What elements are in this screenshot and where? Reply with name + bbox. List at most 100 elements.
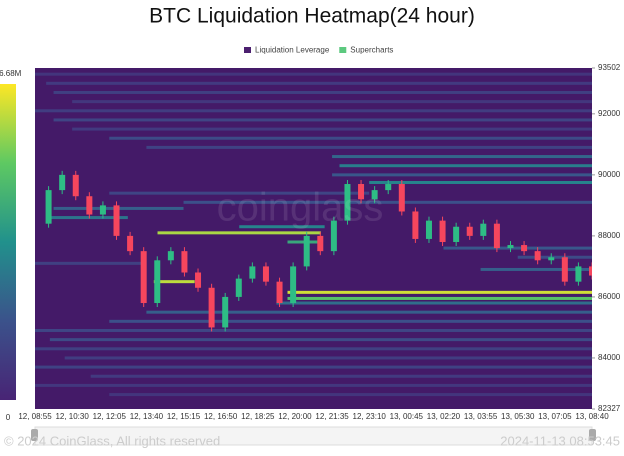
liquidation-band: [146, 145, 592, 149]
candle: [575, 266, 582, 282]
candle: [453, 226, 460, 242]
x-tick-label: 12, 20:00: [278, 412, 312, 421]
y-tick-label: 90000: [598, 170, 621, 179]
x-tick-label: 12, 12:05: [93, 412, 127, 421]
candle: [262, 266, 269, 282]
candle: [385, 184, 392, 191]
x-tick-label: 12, 15:15: [167, 412, 201, 421]
candle: [140, 251, 147, 304]
liquidation-band: [276, 301, 592, 305]
liquidation-band: [46, 216, 128, 220]
liquidation-band: [53, 90, 592, 94]
colorbar-label: 66.68M: [0, 69, 22, 78]
x-tick-label: 13, 02:20: [427, 412, 461, 421]
colorbar-label: 0: [6, 413, 11, 422]
liquidation-band: [239, 225, 325, 229]
x-tick-label: 13, 05:30: [501, 412, 535, 421]
liquidation-band: [443, 246, 592, 250]
candle: [222, 296, 229, 328]
x-tick-label: 13, 07:05: [538, 412, 572, 421]
y-tick-label: 92000: [598, 109, 621, 118]
legend-swatch: [339, 47, 347, 53]
candle: [344, 184, 351, 221]
candle: [439, 220, 446, 242]
liquidation-band: [109, 393, 592, 397]
liquidation-band: [183, 200, 592, 204]
liquidation-band: [517, 255, 592, 259]
candle: [303, 235, 310, 267]
candle: [235, 278, 242, 297]
liquidation-band: [49, 338, 592, 342]
legend-label: Supercharts: [350, 46, 393, 55]
y-tick-label: 84000: [598, 353, 621, 362]
liquidation-band: [64, 356, 592, 360]
liquidation-band: [90, 374, 592, 378]
liquidation-band: [35, 347, 592, 351]
candle: [412, 211, 419, 239]
slider-handle[interactable]: [31, 429, 38, 441]
liquidation-band: [369, 180, 592, 184]
liquidation-band: [287, 290, 592, 294]
candle: [249, 266, 256, 279]
liquidation-band: [72, 127, 592, 131]
liquidation-band: [109, 191, 370, 195]
liquidation-band: [153, 280, 195, 284]
liquidation-band: [157, 231, 321, 235]
candle: [195, 272, 202, 288]
x-tick-label: 12, 16:50: [204, 412, 238, 421]
candle: [330, 220, 337, 252]
chart-title: BTC Liquidation Heatmap(24 hour): [149, 5, 475, 28]
candle: [276, 281, 283, 304]
footer-copyright: © 2024 CoinGlass, All rights reserved: [4, 433, 220, 448]
y-tick-label: 88000: [598, 231, 621, 240]
candle: [208, 287, 215, 328]
y-tick-label: 93502: [598, 63, 621, 72]
liquidation-band: [35, 365, 592, 369]
liquidation-band: [35, 109, 592, 113]
footer-timestamp: 2024-11-13 08:53:45: [500, 433, 620, 448]
x-tick-label: 13, 08:40: [575, 412, 609, 421]
x-tick-label: 12, 23:10: [353, 412, 387, 421]
y-tick-label: 82327: [598, 404, 621, 413]
y-tick-label: 86000: [598, 292, 621, 301]
liquidation-band: [146, 310, 592, 314]
candle: [127, 235, 134, 252]
x-tick-label: 13, 00:45: [390, 412, 424, 421]
legend-swatch: [244, 47, 251, 53]
candle: [371, 190, 378, 200]
liquidation-band: [53, 118, 592, 122]
liquidation-band: [332, 173, 592, 177]
candle: [154, 260, 161, 304]
liquidation-band: [35, 328, 592, 332]
legend-label: Liquidation Leverage: [255, 46, 330, 55]
liquidation-band: [109, 319, 592, 323]
candle: [548, 257, 555, 261]
x-tick-label: 12, 21:35: [315, 412, 349, 421]
liquidation-band: [339, 164, 592, 168]
candle: [561, 257, 568, 282]
candle: [290, 266, 297, 304]
candle: [45, 190, 52, 224]
candle: [113, 205, 120, 236]
candle: [317, 235, 324, 252]
candle: [493, 223, 500, 249]
liquidation-band: [35, 72, 592, 76]
candle: [480, 223, 487, 236]
candle: [398, 184, 405, 212]
candle: [59, 174, 66, 191]
candle: [358, 184, 365, 200]
candle: [167, 251, 174, 261]
slider-handle[interactable]: [589, 429, 596, 441]
candle: [589, 266, 592, 276]
candle: [534, 251, 541, 261]
x-tick-label: 12, 13:40: [130, 412, 164, 421]
liquidation-band: [109, 136, 592, 140]
x-tick-label: 12, 10:30: [55, 412, 89, 421]
liquidation-band: [46, 81, 592, 85]
x-tick-label: 12, 08:55: [18, 412, 52, 421]
x-tick-label: 12, 18:25: [241, 412, 275, 421]
liquidation-band: [480, 267, 592, 271]
candle: [99, 205, 106, 215]
candle: [72, 174, 79, 197]
